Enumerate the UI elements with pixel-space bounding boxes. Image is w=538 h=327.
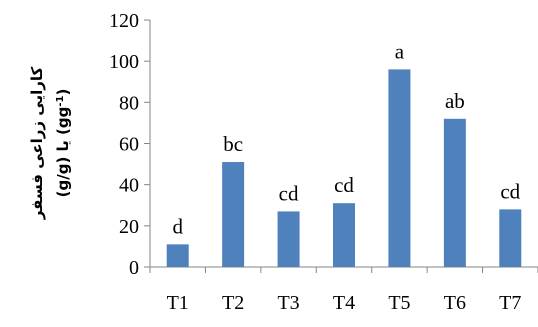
data-label-t1: d [172, 214, 183, 238]
y-axis-title-line1: کارایی زراعی فسفر [28, 67, 46, 221]
x-tick-label-t7: T7 [499, 292, 521, 314]
y-tick-label: 80 [119, 92, 139, 114]
data-label-t7: cd [500, 179, 520, 203]
x-tick-label-t3: T3 [277, 292, 299, 314]
y-axis-title: کارایی زراعی فسفر (g/g) یا (gg-1) [28, 67, 72, 221]
bar-t6 [443, 118, 466, 267]
x-tick-label-t6: T6 [444, 292, 466, 314]
bar-t2 [222, 162, 245, 267]
y-tick-label: 20 [119, 216, 139, 238]
y-tick-label: 0 [129, 257, 139, 279]
x-tick-label-t2: T2 [222, 292, 244, 314]
data-label-t4: cd [334, 173, 354, 197]
data-label-t3: cd [279, 181, 299, 205]
x-tick-label-t4: T4 [333, 292, 355, 314]
data-label-t2: bc [223, 132, 243, 156]
plot-area: 0 20 40 60 80 100 120 d T1 bc T2 cd T3 cd T4 a T5 ab T6 cd T… [109, 10, 538, 314]
bar-t4 [333, 203, 355, 267]
bar-t3 [277, 211, 300, 267]
bar-t1 [166, 244, 189, 267]
data-label-t6: ab [445, 89, 465, 113]
data-label-t5: a [395, 39, 405, 63]
y-tick-label: 100 [109, 51, 139, 73]
y-axis-title-line2: (g/g) یا (gg-1) [54, 89, 72, 198]
x-tick-label-t1: T1 [167, 292, 189, 314]
bar-t7 [499, 209, 522, 267]
y-tick-label: 60 [119, 134, 139, 156]
bar-t5 [388, 69, 411, 268]
y-tick-label: 120 [109, 10, 139, 32]
x-tick-label-t5: T5 [388, 292, 410, 314]
y-tick-label: 40 [119, 175, 139, 197]
